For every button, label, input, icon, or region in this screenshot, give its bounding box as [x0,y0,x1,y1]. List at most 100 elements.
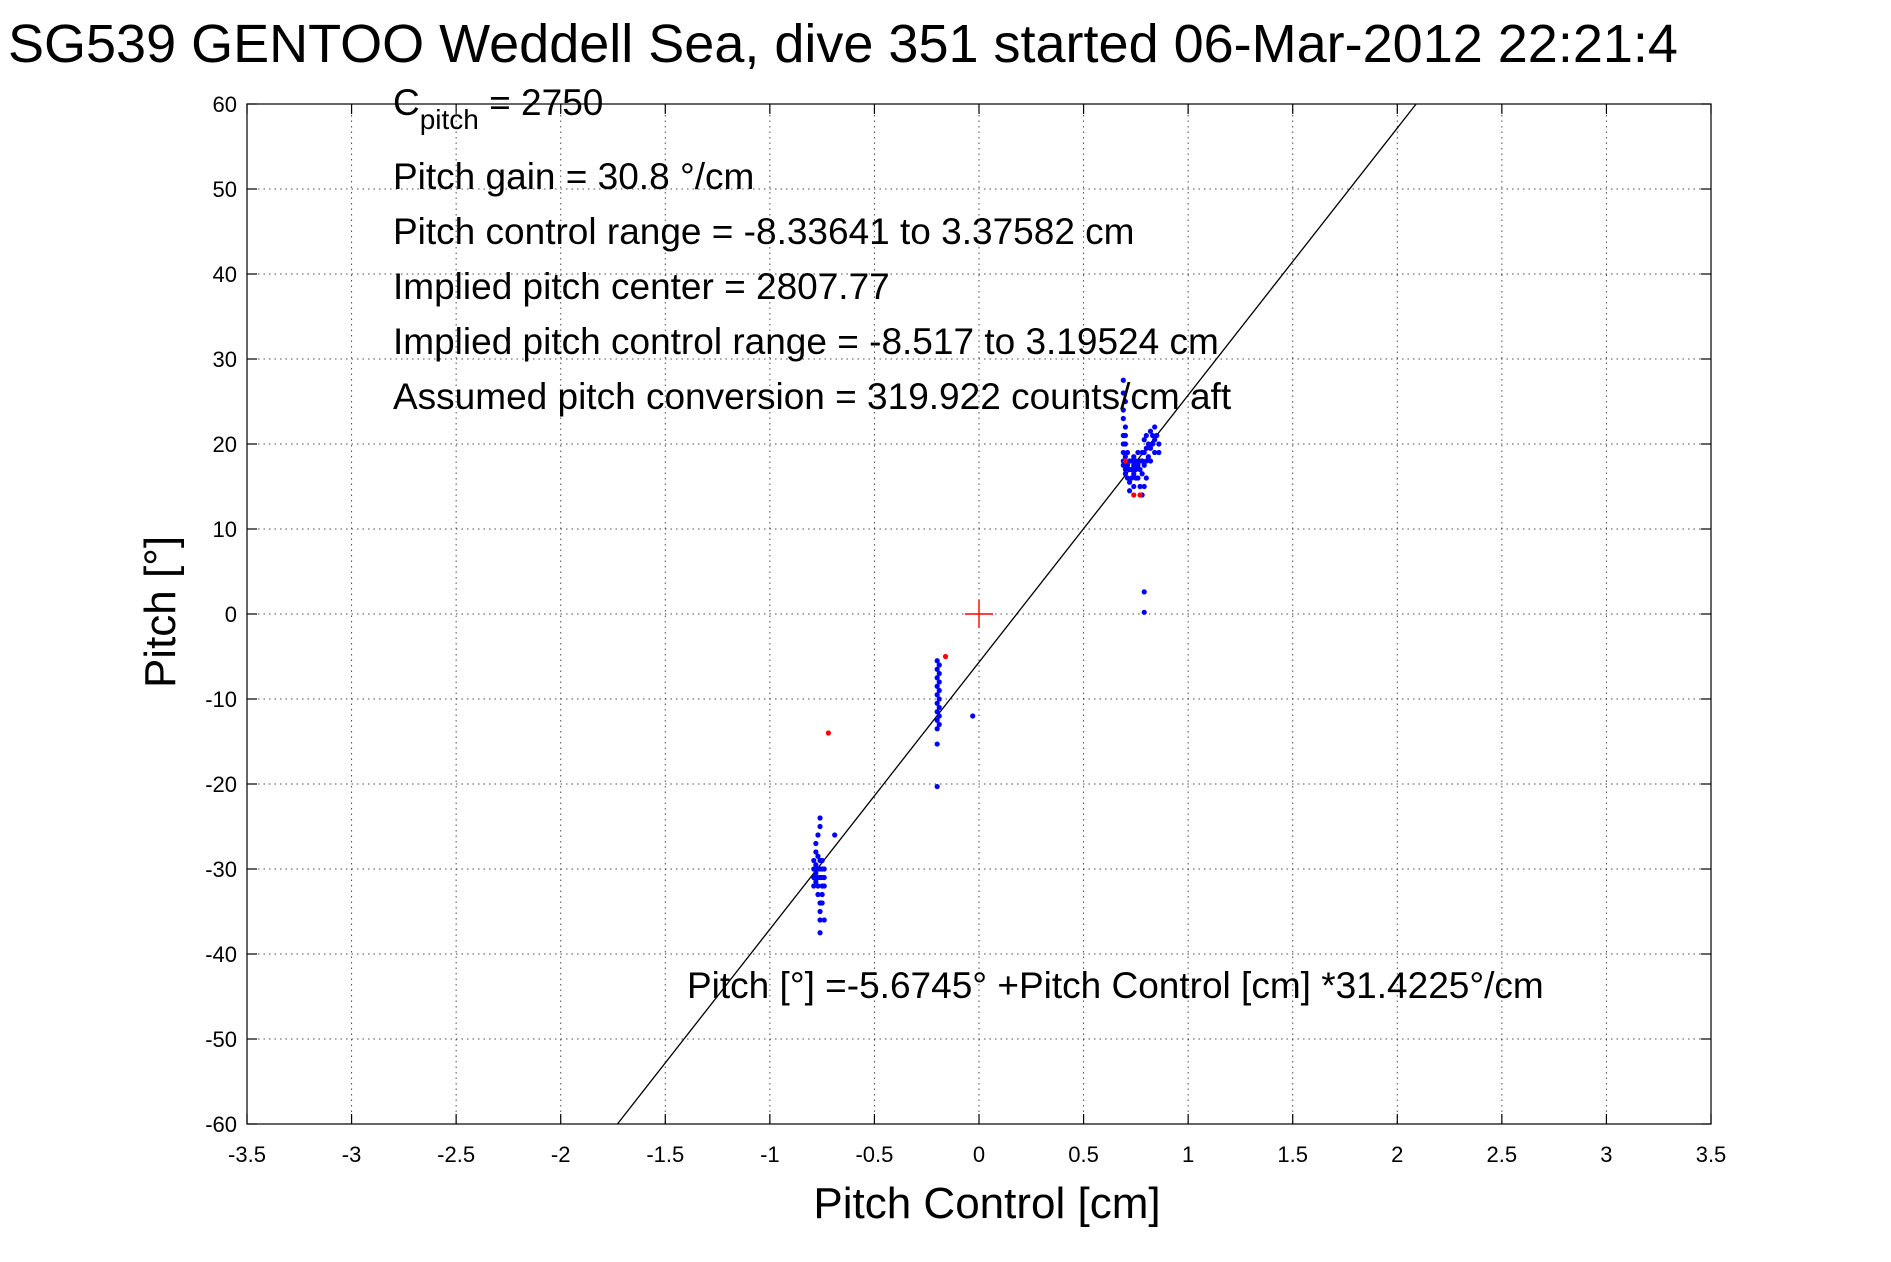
y-tick-label: 40 [213,262,237,287]
data-point [936,687,942,694]
data-point [1131,471,1137,477]
x-tick-label: 2 [1391,1142,1403,1167]
y-tick-label: -20 [205,772,237,797]
data-point [1137,466,1143,473]
data-point [1154,432,1160,439]
y-tick-label: 60 [213,92,237,117]
annotation-cpitch: Cpitch = 2750 [393,82,603,135]
data-point [1145,454,1152,460]
data-point [815,891,821,898]
data-point [1149,432,1156,439]
annotation-pitch-gain: Pitch gain = 30.8 °/cm [393,156,754,197]
data-point [934,666,940,672]
annotation-fit-equation: Pitch [°] =-5.6745° +Pitch Control [cm] … [687,965,1544,1006]
y-tick-label: 20 [213,432,237,457]
data-point [1122,441,1128,447]
data-point [1133,458,1139,464]
data-point [821,874,827,881]
annotation-implied-pitch-center: Implied pitch center = 2807.77 [393,266,890,307]
data-point [1129,458,1135,464]
data-point [821,917,827,923]
data-point [1120,462,1126,468]
data-point [1141,462,1147,468]
data-point [1122,398,1128,405]
y-tick-label: 50 [213,177,237,202]
data-point [1131,483,1137,490]
y-tick-label: -30 [205,857,237,882]
y-tick-labels: -60 -50 -40 -30 -20 -10 0 10 20 30 40 50 60 [205,92,237,1137]
data-point [936,679,942,685]
annotation-assumed-pitch-conversion: Assumed pitch conversion = 319.922 count… [393,376,1232,417]
x-tick-labels: -3.5 -3 -2.5 -2 -1.5 -1 -0.5 0 0.5 1 1.5 2 2.5 3 3.5 [228,1142,1726,1167]
x-tick-label: 0.5 [1068,1142,1099,1167]
data-point [1141,449,1147,456]
data-point [1141,589,1147,595]
x-tick-label: 1.5 [1277,1142,1308,1167]
data-point [1126,479,1133,485]
data-point [934,709,940,715]
data-point [813,870,819,876]
data-point [1120,449,1126,456]
data-point [813,840,819,847]
data-point [1120,407,1126,413]
x-tick-label: -1 [760,1142,780,1167]
grid-lines [247,104,1711,1124]
x-tick-label: -0.5 [855,1142,893,1167]
data-point [817,908,823,915]
x-tick-label: 3 [1600,1142,1612,1167]
data-point [1122,454,1128,460]
annotation-pitch-control-range: Pitch control range = -8.33641 to 3.3758… [393,211,1135,252]
data-point [821,866,827,872]
data-point [1152,437,1158,443]
data-point [1137,483,1143,490]
data-point [1124,449,1131,456]
data-point [1137,492,1143,498]
data-point [934,658,940,664]
y-tick-label: 30 [213,347,237,372]
data-point [1156,449,1162,456]
data-point [1149,441,1156,447]
data-point [813,879,819,885]
data-point [1135,449,1141,456]
data-point [1145,441,1152,447]
data-point [936,721,942,728]
x-tick-label: -2 [551,1142,571,1167]
data-point [817,917,823,923]
x-tick-label: -3.5 [228,1142,266,1167]
data-point [934,700,940,706]
data-point [1120,377,1126,383]
data-point [815,883,821,889]
data-point [825,730,832,736]
x-axis-label: Pitch Control [cm] [813,1179,1160,1228]
center-marker-layer [965,600,993,628]
data-point [934,717,940,723]
data-point [819,900,825,906]
x-tick-label: 0 [973,1142,985,1167]
data-point [934,692,940,698]
data-point [811,883,817,889]
data-point [1139,471,1145,477]
axes-box [246,103,1712,1125]
data-point [936,704,942,711]
data-point [815,853,821,859]
data-point [1124,462,1131,468]
data-point [1143,432,1149,439]
data-point [1131,454,1137,460]
data-point [1122,466,1128,473]
data-point [1141,483,1147,490]
chart-title: SG539 GENTOO Weddell Sea, dive 351 start… [8,14,1678,74]
y-axis-label: Pitch [°] [136,536,185,688]
data-point [819,857,825,864]
data-point [934,683,940,689]
data-point [1122,471,1128,477]
y-tick-label: -40 [205,942,237,967]
data-point [821,883,827,889]
data-point [817,823,823,830]
data-point [1147,458,1154,464]
data-point [1143,445,1149,451]
data-point [811,866,817,872]
data-point [934,675,940,681]
data-point [1122,458,1128,464]
